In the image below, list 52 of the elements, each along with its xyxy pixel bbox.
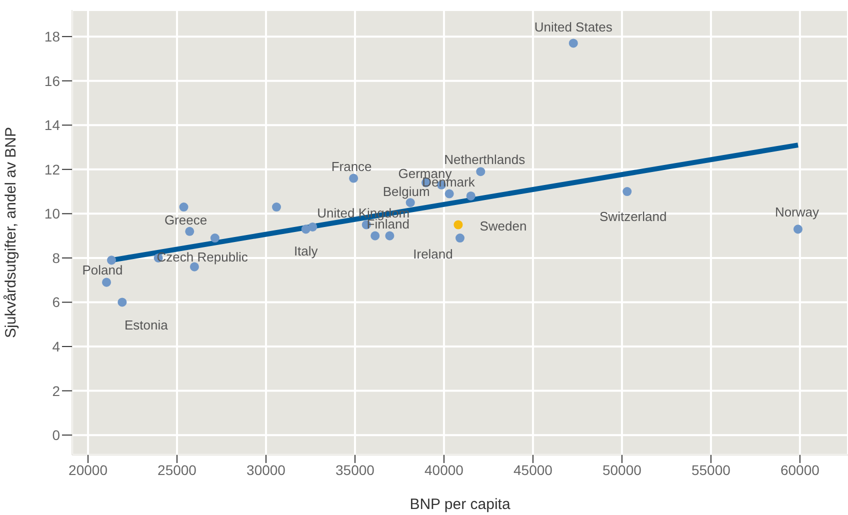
x-tick-label: 20000 xyxy=(68,462,108,478)
point xyxy=(349,174,358,183)
point xyxy=(370,231,380,240)
point xyxy=(107,256,116,265)
y-axis-title: Sjukvårdsutgifter, andel av BNP xyxy=(2,127,20,338)
x-axis-title: BNP per capita xyxy=(410,496,511,513)
point xyxy=(622,187,632,196)
annotation: Estonia xyxy=(124,318,169,333)
point xyxy=(476,167,486,176)
y-tick-label: 12 xyxy=(44,161,60,178)
y-tick-label: 6 xyxy=(52,294,60,310)
annotation: Italy xyxy=(294,244,318,259)
point xyxy=(455,234,465,243)
y-tick-label: 18 xyxy=(44,28,60,45)
y-tick-label: 4 xyxy=(52,338,60,354)
x-tick-label: 40000 xyxy=(424,462,464,478)
y-tick-label: 8 xyxy=(52,250,60,266)
x-tick-label: 30000 xyxy=(246,462,286,478)
point xyxy=(179,202,188,212)
x-tick-label: 35000 xyxy=(336,462,375,478)
y-tick-label: 10 xyxy=(44,206,60,222)
point xyxy=(793,224,802,234)
annotation: France xyxy=(331,158,372,174)
annotation: Ireland xyxy=(413,246,453,262)
y-tick-label: 16 xyxy=(44,72,60,89)
annotation: Sweden xyxy=(480,218,527,234)
x-tick-label: 60000 xyxy=(780,462,820,478)
point xyxy=(190,262,199,272)
x-tick-label: 50000 xyxy=(602,462,642,478)
point xyxy=(210,234,220,243)
x-tick-label: 45000 xyxy=(514,462,553,478)
annotation: Netherthlands xyxy=(444,152,526,168)
annotation: United States xyxy=(534,20,613,35)
point xyxy=(568,38,578,48)
x-tick-label: 25000 xyxy=(158,462,197,478)
point xyxy=(118,298,127,307)
point xyxy=(385,231,394,240)
y-tick-label: 0 xyxy=(52,427,60,444)
point xyxy=(185,226,194,236)
x-tick-label: 55000 xyxy=(691,462,731,478)
annotation: Poland xyxy=(82,262,123,278)
point xyxy=(444,189,454,198)
y-tick-label: 2 xyxy=(52,382,60,399)
y-tick-label: 14 xyxy=(44,117,60,134)
point xyxy=(308,222,318,232)
point xyxy=(272,202,282,212)
point xyxy=(454,220,463,230)
annotation: Greece xyxy=(164,212,208,228)
point xyxy=(466,191,476,200)
point xyxy=(102,278,112,287)
annotation: Switzerland xyxy=(600,209,667,224)
annotation: Norway xyxy=(774,204,820,220)
